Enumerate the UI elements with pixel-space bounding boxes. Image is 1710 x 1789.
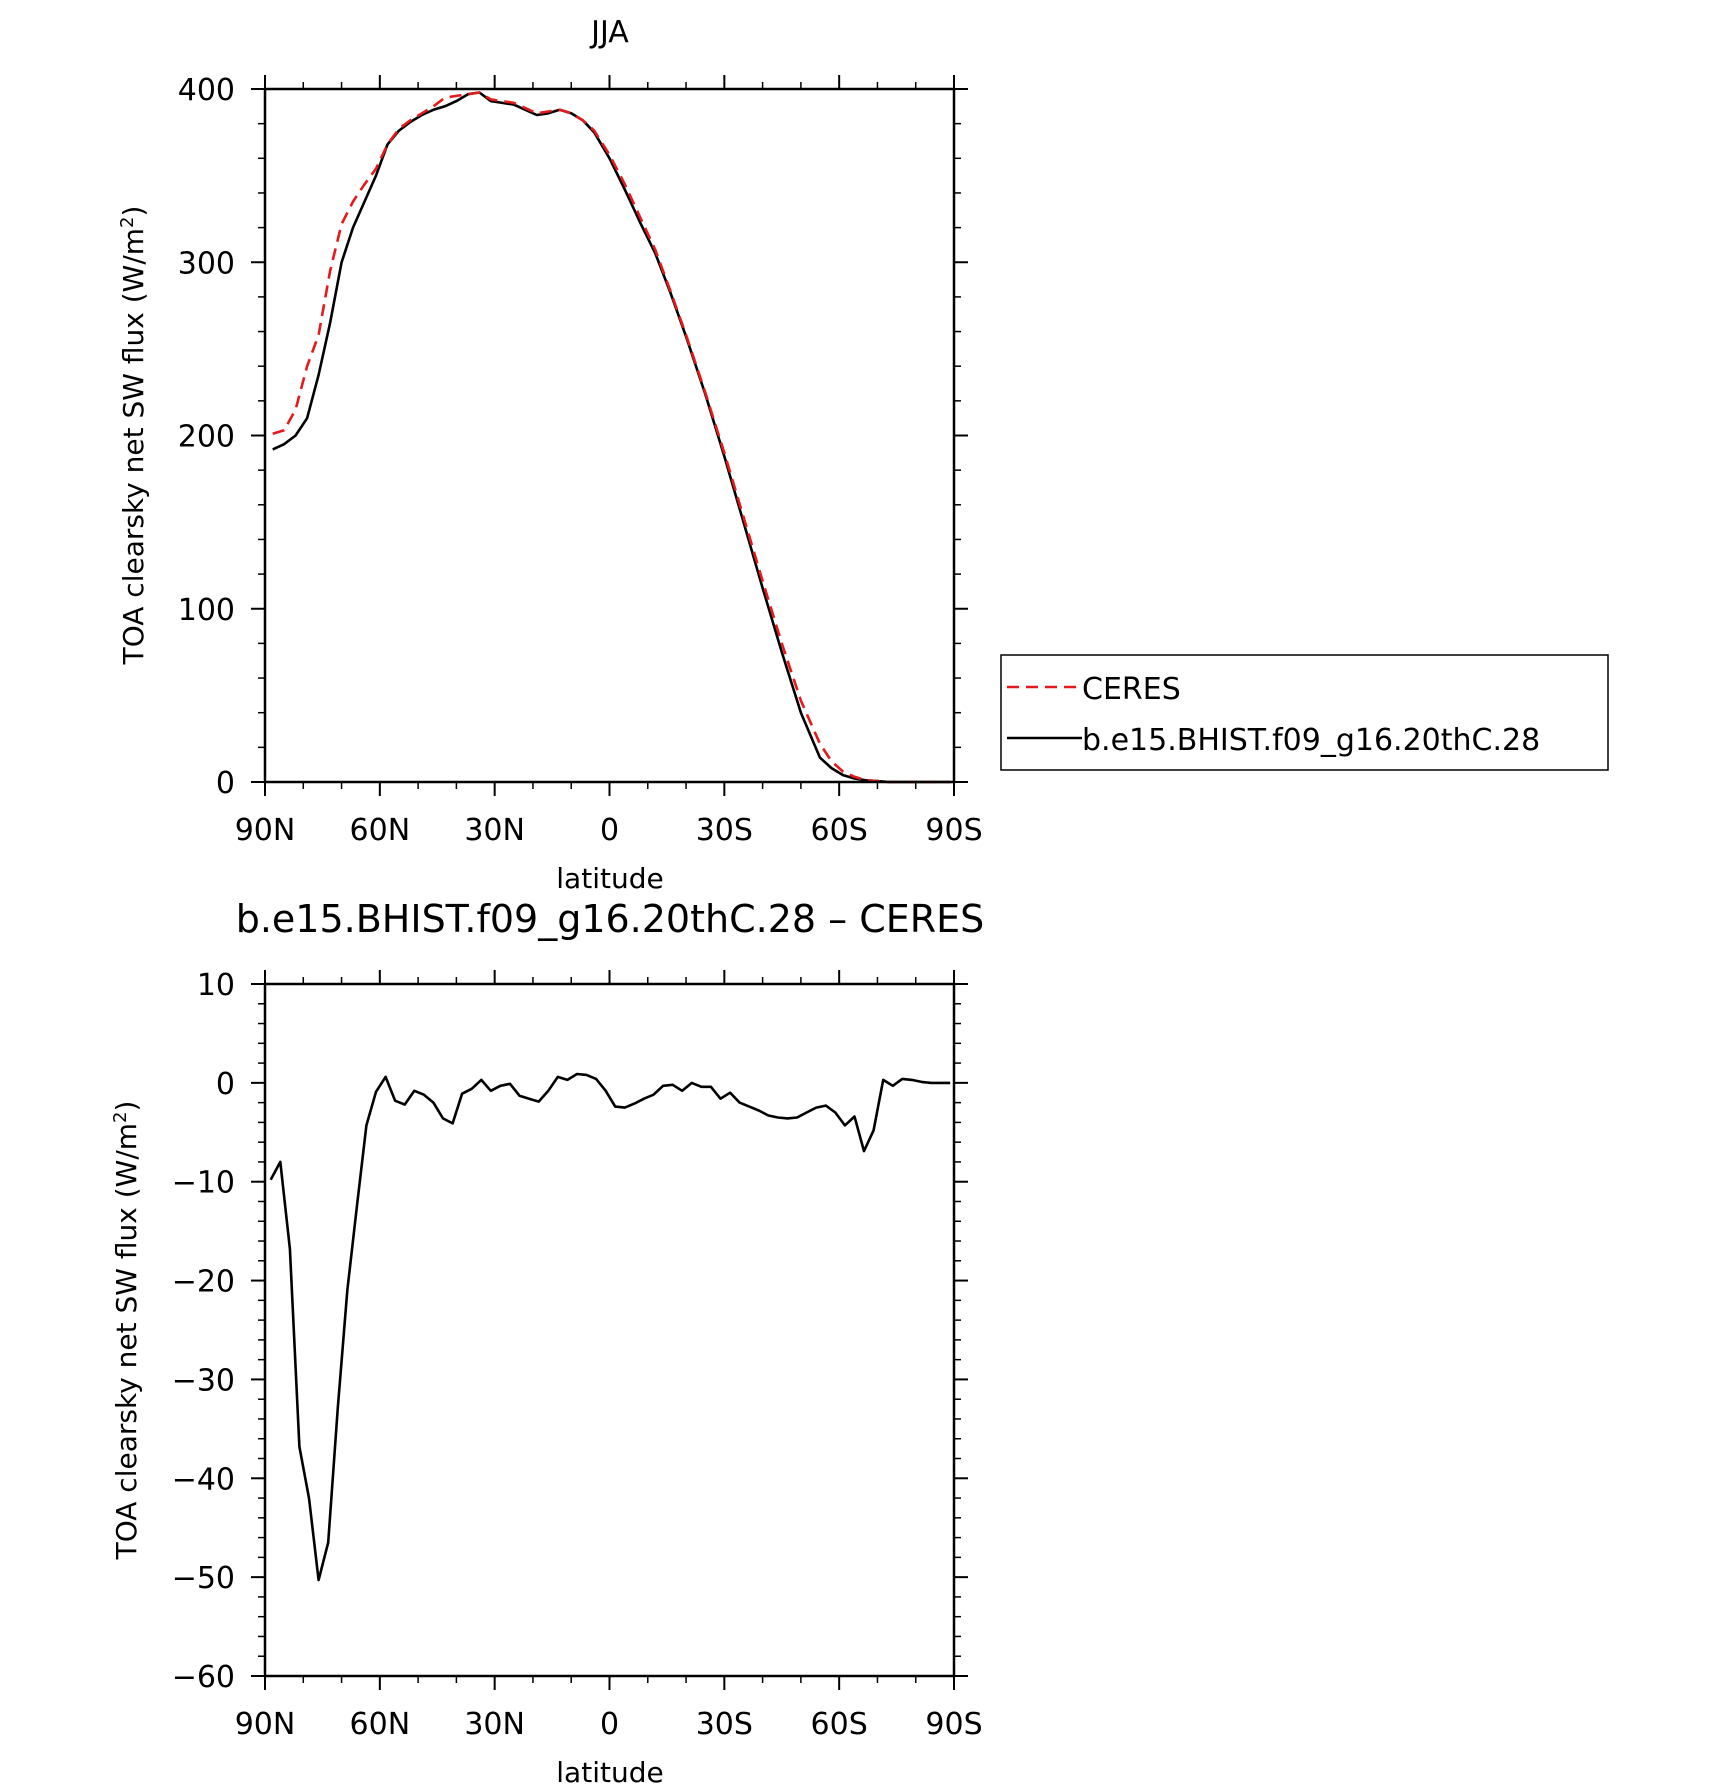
bottom-x-tick-label: 30S	[696, 1707, 753, 1742]
top-y-tick-label: 300	[178, 246, 235, 281]
bottom-panel-y-tick-labels: 10 0 −10 −20 −30 −40 −50 −60	[172, 968, 235, 1695]
bottom-y-tick-label: −60	[172, 1660, 235, 1695]
top-x-tick-label: 60N	[350, 813, 411, 848]
bottom-y-tick-label: −40	[172, 1462, 235, 1497]
bottom-x-tick-label: 0	[600, 1707, 619, 1742]
legend: CERES b.e15.BHIST.f09_g16.20thC.28	[1000, 654, 1609, 771]
top-panel-frame	[263, 87, 956, 784]
bottom-panel-y-axis-label-main: TOA clearsky net SW flux (W/m	[110, 1123, 143, 1560]
bottom-panel-y-axis-label-sup: 2	[110, 1112, 131, 1123]
bottom-panel: b.e15.BHIST.f09_g16.20thC.28 – CERES 90N…	[110, 897, 984, 1789]
bottom-panel-x-axis-label: latitude	[556, 1756, 663, 1789]
bottom-series-line-difference	[269, 1072, 951, 1582]
top-panel: JJA 90N 60N 30N 0 30S 60S 90S 0 100 200 300 400 la…	[117, 15, 983, 895]
top-panel-y-axis-label-close: )	[117, 206, 150, 217]
bottom-y-tick-label: −20	[172, 1265, 235, 1300]
top-x-tick-label: 0	[600, 813, 619, 848]
top-y-tick-label: 100	[178, 593, 235, 628]
bottom-y-tick-label: 10	[197, 968, 235, 1003]
top-panel-y-tick-labels: 0 100 200 300 400	[178, 73, 235, 801]
bottom-panel-title: b.e15.BHIST.f09_g16.20thC.28 – CERES	[236, 897, 985, 941]
top-x-tick-label: 30N	[464, 813, 525, 848]
bottom-x-tick-label: 90S	[925, 1707, 982, 1742]
top-panel-series	[272, 91, 951, 784]
top-x-tick-label: 60S	[811, 813, 868, 848]
bottom-y-tick-label: −10	[172, 1166, 235, 1201]
bottom-panel-ticks	[251, 970, 968, 1690]
bottom-x-tick-label: 60N	[350, 1707, 411, 1742]
top-panel-y-axis-label-sup: 2	[117, 217, 138, 228]
bottom-panel-series	[269, 1072, 951, 1582]
top-panel-x-tick-labels: 90N 60N 30N 0 30S 60S 90S	[235, 813, 983, 848]
legend-ceres-label: CERES	[1082, 672, 1181, 707]
top-x-tick-label: 90S	[925, 813, 982, 848]
top-panel-y-axis-label-main: TOA clearsky net SW flux (W/m	[117, 228, 150, 665]
top-panel-title: JJA	[589, 15, 629, 50]
bottom-panel-x-tick-labels: 90N 60N 30N 0 30S 60S 90S	[235, 1707, 983, 1742]
bottom-y-tick-label: 0	[216, 1067, 235, 1102]
top-panel-y-axis-label: TOA clearsky net SW flux (W/m2)	[117, 206, 150, 666]
legend-box	[1000, 654, 1609, 771]
bottom-x-tick-label: 90N	[235, 1707, 296, 1742]
top-y-tick-label: 400	[178, 73, 235, 108]
legend-model-label: b.e15.BHIST.f09_g16.20thC.28	[1082, 723, 1540, 758]
top-x-tick-label: 90N	[235, 813, 296, 848]
top-y-tick-label: 200	[178, 420, 235, 455]
bottom-y-tick-label: −50	[172, 1561, 235, 1596]
bottom-panel-frame	[263, 982, 956, 1678]
top-series-line-b-e15-bhist-f09-g16-20thc-28	[272, 91, 951, 784]
bottom-x-tick-label: 60S	[811, 1707, 868, 1742]
top-panel-x-axis-label: latitude	[556, 862, 663, 895]
top-series-line-ceres	[272, 91, 951, 784]
top-panel-ticks	[251, 75, 968, 796]
top-x-tick-label: 30S	[696, 813, 753, 848]
top-y-tick-label: 0	[216, 766, 235, 801]
bottom-x-tick-label: 30N	[464, 1707, 525, 1742]
bottom-y-tick-label: −30	[172, 1363, 235, 1398]
bottom-panel-y-axis-label: TOA clearsky net SW flux (W/m2)	[110, 1101, 143, 1561]
bottom-panel-y-axis-label-close: )	[110, 1101, 143, 1112]
